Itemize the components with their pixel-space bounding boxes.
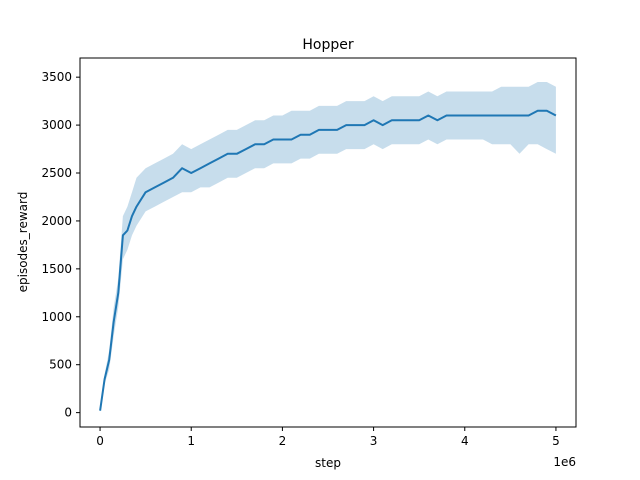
y-tick-label: 2000 xyxy=(41,214,72,228)
x-tick-label: 0 xyxy=(96,434,104,448)
y-tick-label: 3000 xyxy=(41,118,72,132)
x-tick-label: 4 xyxy=(461,434,469,448)
x-tick-label: 2 xyxy=(279,434,287,448)
y-tick-label: 0 xyxy=(64,406,72,420)
y-tick-label: 3500 xyxy=(41,70,72,84)
x-axis: 0 1 2 3 4 5 xyxy=(96,427,560,448)
line-layer xyxy=(99,109,557,411)
y-tick-label: 1500 xyxy=(41,262,72,276)
mean-reward-line-0 xyxy=(99,109,557,411)
confidence-band-0 xyxy=(100,82,556,412)
confidence-band-layer xyxy=(100,82,556,412)
plot-frame xyxy=(79,57,577,428)
y-axis-label: episodes_reward xyxy=(16,192,30,293)
x-axis-offset-label: 1e6 xyxy=(553,455,576,469)
chart-title: Hopper xyxy=(302,37,353,53)
x-tick-label: 5 xyxy=(552,434,560,448)
y-axis: 0 500 1000 1500 2000 2500 3000 3500 xyxy=(41,70,80,420)
x-tick-label: 1 xyxy=(187,434,195,448)
y-tick-label: 1000 xyxy=(41,310,72,324)
y-tick-label: 2500 xyxy=(41,166,72,180)
x-axis-label: step xyxy=(315,456,341,470)
y-tick-label: 500 xyxy=(49,358,72,372)
x-tick-label: 3 xyxy=(370,434,378,448)
